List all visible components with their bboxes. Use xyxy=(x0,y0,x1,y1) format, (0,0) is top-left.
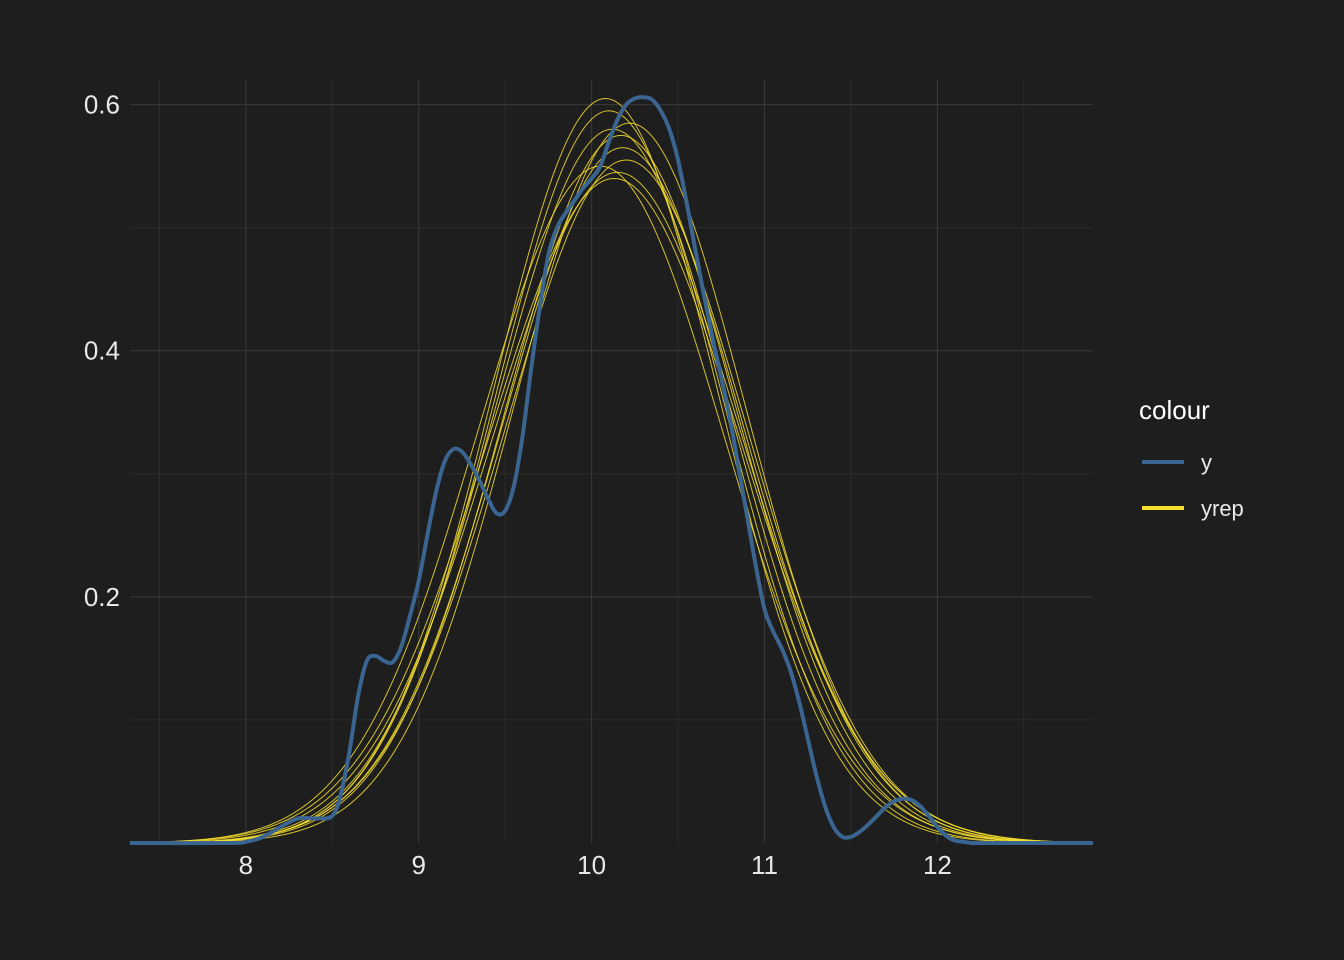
x-axis-tick-labels: 8 9 10 11 12 xyxy=(239,850,952,880)
series-layer xyxy=(129,95,1094,846)
legend-label-yrep: yrep xyxy=(1201,496,1244,521)
legend-label-y: y xyxy=(1201,450,1212,475)
x-tick-label: 9 xyxy=(411,850,425,880)
legend: colour y yrep xyxy=(1139,395,1244,521)
x-tick-label: 10 xyxy=(577,850,606,880)
y-tick-label: 0.2 xyxy=(84,582,120,612)
series-yrep-line-7 xyxy=(129,165,1094,844)
minor-gridlines xyxy=(130,80,1093,843)
y-tick-label: 0.4 xyxy=(84,336,120,366)
x-tick-label: 11 xyxy=(751,850,778,880)
x-tick-label: 8 xyxy=(239,850,253,880)
legend-title: colour xyxy=(1139,395,1210,425)
x-tick-label: 12 xyxy=(923,850,952,880)
series-yrep-line-9 xyxy=(129,177,1094,844)
series-y-line xyxy=(129,95,1093,846)
y-axis-tick-labels: 0.2 0.4 0.6 xyxy=(84,90,120,612)
legend-entries: y yrep xyxy=(1142,450,1244,521)
series-yrep-line-5 xyxy=(129,110,1094,844)
y-tick-label: 0.6 xyxy=(84,90,120,120)
major-gridlines xyxy=(130,80,1093,843)
